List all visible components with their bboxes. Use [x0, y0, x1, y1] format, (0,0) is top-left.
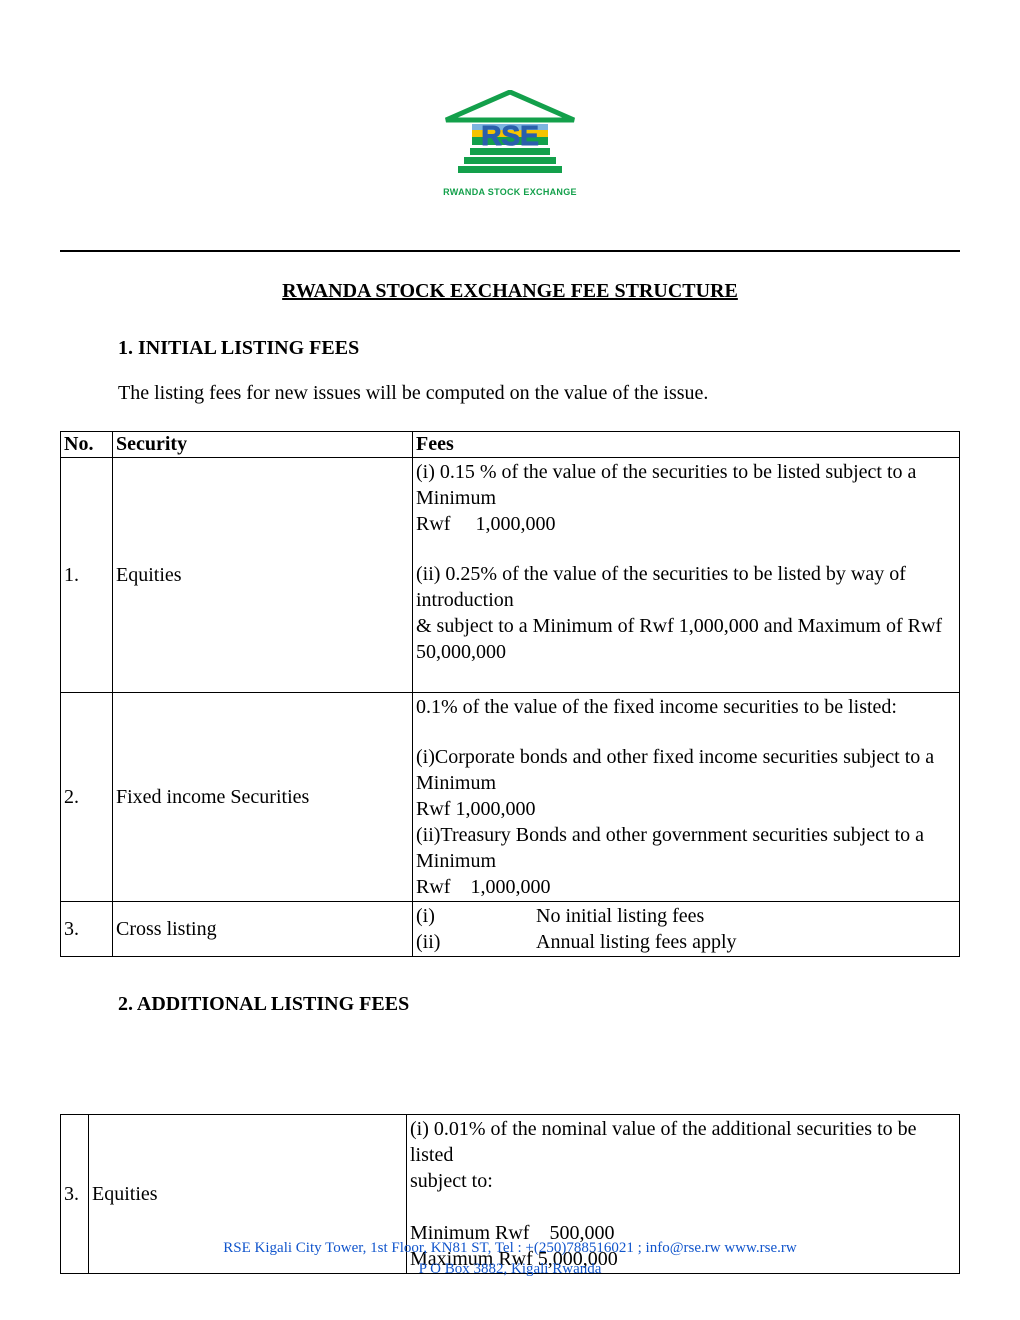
fee-line: & subject to a Minimum of Rwf 1,000,000 … [416, 613, 956, 639]
footer-line-1: RSE Kigali City Tower, 1st Floor, KN81 S… [0, 1238, 1020, 1259]
fee-line: Rwf 1,000,000 [416, 511, 956, 537]
logo-svg: RSE [440, 90, 580, 185]
cell-no: 1. [61, 458, 113, 693]
rse-logo: RSE RWANDA STOCK EXCHANGE [425, 90, 595, 197]
fee-line: (i)No initial listing fees [416, 903, 956, 929]
page-footer: RSE Kigali City Tower, 1st Floor, KN81 S… [0, 1238, 1020, 1280]
cell-no: 2. [61, 693, 113, 902]
section-2-heading: 2. ADDITIONAL LISTING FEES [118, 993, 960, 1016]
section-1-intro: The listing fees for new issues will be … [118, 382, 960, 405]
fee-line: (i) 0.01% of the nominal value of the ad… [410, 1116, 956, 1168]
fee-line: Rwf 1,000,000 [416, 796, 956, 822]
table-row: 2. Fixed income Securities 0.1% of the v… [61, 693, 960, 902]
logo-container: RSE RWANDA STOCK EXCHANGE [60, 90, 960, 200]
cell-security: Equities [113, 458, 413, 693]
initial-listing-fees-table: No. Security Fees 1. Equities (i) 0.15 %… [60, 431, 960, 957]
cell-fees: (i)No initial listing fees (ii)Annual li… [413, 902, 960, 957]
col-header-no: No. [61, 432, 113, 458]
fee-line: (ii)Treasury Bonds and other government … [416, 822, 956, 874]
fee-line: subject to: [410, 1168, 956, 1194]
svg-text:RSE: RSE [481, 120, 539, 151]
document-title: RWANDA STOCK EXCHANGE FEE STRUCTURE [60, 280, 960, 303]
cell-fees: (i) 0.15 % of the value of the securitie… [413, 458, 960, 693]
col-header-security: Security [113, 432, 413, 458]
fee-line: 50,000,000 [416, 639, 956, 665]
horizontal-rule [60, 250, 960, 252]
footer-line-2: P O Box 3882, Kigali Rwanda [0, 1259, 1020, 1280]
fee-line: (ii)Annual listing fees apply [416, 929, 956, 955]
cell-fees: 0.1% of the value of the fixed income se… [413, 693, 960, 902]
fee-line: (i) 0.15 % of the value of the securitie… [416, 459, 956, 511]
fee-line: (ii) 0.25% of the value of the securitie… [416, 561, 956, 613]
col-header-fees: Fees [413, 432, 960, 458]
fee-line: 0.1% of the value of the fixed income se… [416, 694, 956, 720]
logo-caption: RWANDA STOCK EXCHANGE [425, 187, 595, 197]
cell-security: Cross listing [113, 902, 413, 957]
cell-no: 3. [61, 902, 113, 957]
fee-line: (i)Corporate bonds and other fixed incom… [416, 744, 956, 796]
table-row: 3. Cross listing (i)No initial listing f… [61, 902, 960, 957]
fee-line: Rwf 1,000,000 [416, 874, 956, 900]
section-1-heading: 1. INITIAL LISTING FEES [118, 337, 960, 360]
table-header-row: No. Security Fees [61, 432, 960, 458]
table-row: 1. Equities (i) 0.15 % of the value of t… [61, 458, 960, 693]
cell-security: Fixed income Securities [113, 693, 413, 902]
